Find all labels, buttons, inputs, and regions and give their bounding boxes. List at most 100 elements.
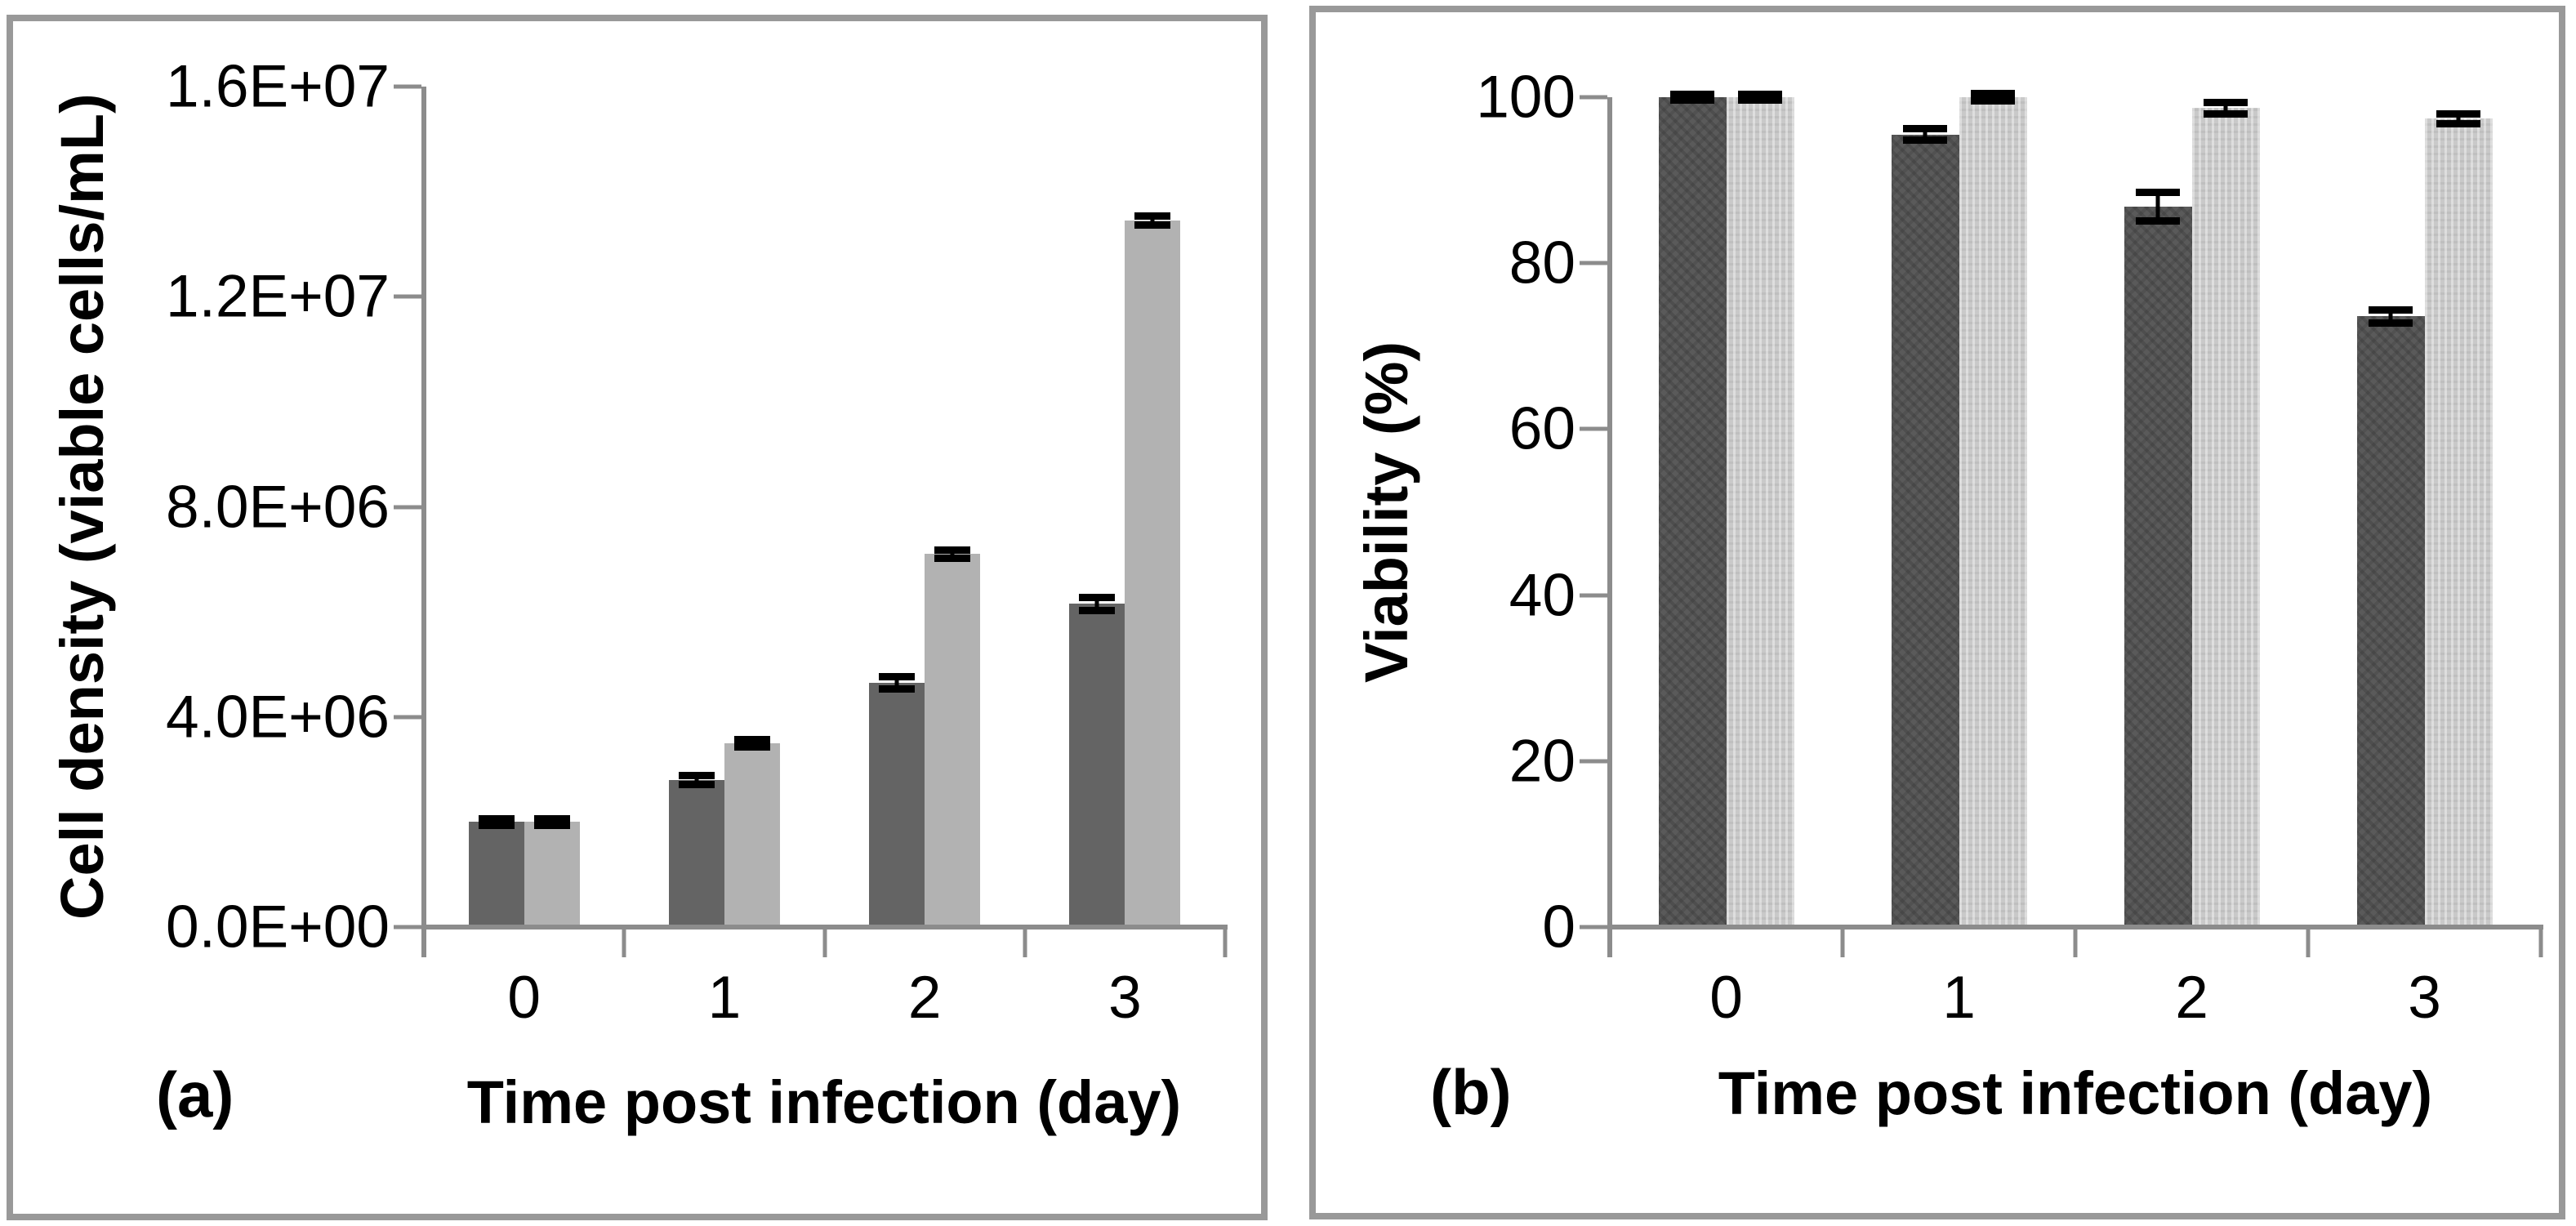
error-bar-cap	[678, 772, 715, 780]
error-bar-cap	[1670, 96, 1714, 104]
x-tick-label: 0	[1709, 965, 1743, 1031]
error-bar-cap	[533, 821, 570, 829]
error-bar-stem	[2388, 310, 2393, 323]
error-bar-cap	[1903, 136, 1947, 145]
x-tick-label: 2	[2175, 965, 2208, 1031]
bar	[1959, 97, 2027, 927]
error-bar-cap	[2204, 109, 2248, 118]
error-bar-cap	[1738, 91, 1782, 99]
bar	[524, 822, 580, 927]
bar	[1125, 221, 1181, 927]
x-tick-label: 3	[2408, 965, 2441, 1031]
x-tick-mark	[822, 930, 827, 957]
error-bar-cap	[879, 672, 916, 680]
y-axis-title: Viability (%)	[1353, 341, 1420, 684]
error-bar-cap	[2369, 319, 2413, 327]
x-tick-mark	[2073, 930, 2078, 957]
x-tick-mark	[1840, 930, 1845, 957]
error-bar-cap	[1670, 91, 1714, 99]
y-tick-mark	[1580, 95, 1607, 100]
y-tick-mark	[394, 294, 421, 299]
x-axis-line	[1607, 925, 2543, 930]
error-bar-stem	[950, 550, 955, 559]
y-tick-mark	[394, 505, 421, 509]
bar	[1891, 134, 1959, 927]
error-bar-cap	[2204, 98, 2248, 106]
bar	[2124, 207, 2192, 927]
error-bar-cap	[1079, 594, 1116, 602]
error-bar-cap	[1738, 96, 1782, 104]
error-bar-cap	[1079, 606, 1116, 614]
error-bar-cap	[1971, 90, 2015, 98]
error-bar-cap	[934, 546, 971, 554]
x-axis-title: Time post infection (day)	[466, 1068, 1182, 1136]
y-tick-mark	[1580, 261, 1607, 265]
y-tick-label: 80	[1509, 230, 1575, 296]
error-bar-cap	[2136, 189, 2180, 197]
error-bar-stem	[1150, 216, 1155, 225]
plot-area-b: 100 80 60 40 20 0 0 1 2 3	[1476, 68, 2543, 1028]
bar	[668, 779, 724, 927]
y-tick-label: 1.2E+07	[166, 263, 390, 330]
y-tick-mark	[1580, 759, 1607, 764]
error-bar-stem	[750, 739, 755, 747]
y-tick-label: 4.0E+06	[166, 684, 390, 751]
x-tick-label: 2	[907, 965, 942, 1031]
error-bar-cap	[879, 685, 916, 693]
bar	[724, 742, 780, 927]
error-bar-cap	[478, 815, 515, 823]
bar	[1658, 97, 1727, 927]
bar	[869, 682, 925, 927]
error-bar-stem	[2456, 114, 2461, 124]
x-tick-mark	[1023, 930, 1027, 957]
error-bar-cap	[2436, 120, 2480, 127]
y-tick-mark	[394, 715, 421, 720]
y-tick-label: 100	[1476, 64, 1575, 131]
y-axis-line	[1607, 97, 1612, 957]
x-tick-label: 0	[507, 965, 541, 1031]
error-bar-cap	[2369, 305, 2413, 314]
error-bar-cap	[2136, 216, 2180, 225]
bar	[925, 554, 981, 927]
y-tick-label: 0.0E+00	[166, 894, 390, 961]
y-tick-mark	[394, 925, 421, 930]
x-tick-label: 3	[1108, 965, 1142, 1031]
error-bar-cap	[934, 555, 971, 563]
bar	[1726, 97, 1794, 927]
y-tick-label: 60	[1509, 395, 1575, 462]
x-axis-title: Time post infection (day)	[1718, 1059, 2433, 1127]
x-tick-label: 1	[1942, 965, 1976, 1031]
error-bar-stem	[2223, 102, 2228, 114]
error-bar-cap	[533, 815, 570, 823]
x-tick-mark	[622, 930, 626, 957]
bar	[2356, 316, 2425, 927]
bar	[2191, 108, 2260, 927]
y-tick-label: 0	[1542, 894, 1575, 961]
error-bar-cap	[1134, 221, 1171, 229]
y-tick-label: 1.6E+07	[166, 53, 390, 120]
panel-a: Cell density (viable cells/mL) 1.6E+07 1.…	[7, 15, 1268, 1220]
y-tick-mark	[1580, 426, 1607, 431]
y-tick-label: 8.0E+06	[166, 474, 390, 540]
bar	[1069, 604, 1125, 927]
error-bar-cap	[733, 742, 770, 751]
panel-letter-a: (a)	[156, 1059, 234, 1130]
error-bar-cap	[1971, 96, 2015, 105]
y-tick-mark	[1580, 593, 1607, 598]
y-tick-label: 20	[1509, 728, 1575, 795]
y-tick-mark	[394, 84, 421, 89]
error-bar-cap	[678, 780, 715, 788]
error-bar-stem	[2155, 192, 2160, 221]
x-tick-mark	[2306, 930, 2311, 957]
x-tick-label: 1	[707, 965, 742, 1031]
plot-area-a: 1.6E+07 1.2E+07 8.0E+06 4.0E+06 0.0E+00 0 1 2 3	[166, 57, 1228, 1028]
error-bar-stem	[694, 775, 699, 785]
error-bar-cap	[2436, 109, 2480, 118]
error-bar-cap	[733, 735, 770, 743]
bar	[468, 822, 524, 927]
x-tick-mark	[2538, 930, 2543, 957]
y-tick-label: 40	[1509, 562, 1575, 629]
y-axis-line	[421, 87, 426, 957]
panel-letter-b: (b)	[1430, 1056, 1512, 1128]
